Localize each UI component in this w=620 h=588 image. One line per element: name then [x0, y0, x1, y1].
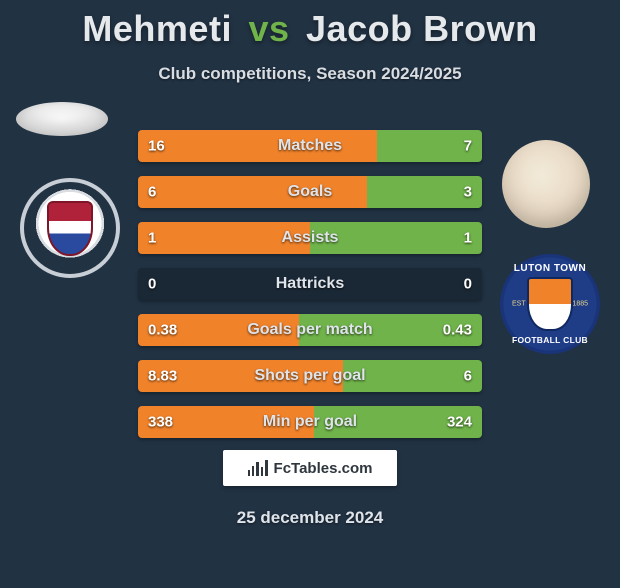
- metric-label: Goals: [138, 183, 482, 201]
- title-vs: vs: [248, 8, 289, 49]
- player2-name: Jacob Brown: [306, 8, 538, 49]
- player1-avatar: [16, 102, 108, 136]
- stat-row: 0.38Goals per match0.43: [138, 314, 482, 346]
- metric-label: Shots per goal: [138, 367, 482, 385]
- shield-icon: [47, 201, 93, 256]
- crest-year-text: 1885: [572, 301, 588, 308]
- right-value: 1: [464, 230, 472, 247]
- player1-club-crest: [20, 178, 120, 278]
- stat-row: 338Min per goal324: [138, 406, 482, 438]
- right-value: 0: [464, 276, 472, 293]
- metric-label: Goals per match: [138, 321, 482, 339]
- metric-label: Hattricks: [138, 275, 482, 293]
- player2-club-crest: LUTON TOWN EST 1885 FOOTBALL CLUB: [500, 254, 600, 354]
- stat-row: 8.83Shots per goal6: [138, 360, 482, 392]
- right-value: 324: [447, 414, 472, 431]
- page-title: Mehmeti vs Jacob Brown: [0, 8, 620, 50]
- source-logo: FcTables.com: [223, 450, 397, 486]
- metric-label: Min per goal: [138, 413, 482, 431]
- source-brand-text: FcTables.com: [274, 460, 373, 477]
- metric-label: Matches: [138, 137, 482, 155]
- right-value: 7: [464, 138, 472, 155]
- crest-top-text: LUTON TOWN: [503, 263, 597, 274]
- shield-icon: [527, 277, 573, 331]
- crest-bottom-text: FOOTBALL CLUB: [503, 335, 597, 345]
- stat-row: 6Goals3: [138, 176, 482, 208]
- stat-row: 0Hattricks0: [138, 268, 482, 300]
- right-value: 0.43: [443, 322, 472, 339]
- subtitle: Club competitions, Season 2024/2025: [0, 64, 620, 84]
- stat-row: 1Assists1: [138, 222, 482, 254]
- player1-name: Mehmeti: [82, 8, 232, 49]
- right-value: 3: [464, 184, 472, 201]
- stat-row: 16Matches7: [138, 130, 482, 162]
- date-text: 25 december 2024: [0, 508, 620, 528]
- bars-icon: [248, 460, 268, 476]
- comparison-bars: 16Matches76Goals31Assists10Hattricks00.3…: [138, 130, 482, 452]
- right-value: 6: [464, 368, 472, 385]
- metric-label: Assists: [138, 229, 482, 247]
- crest-est-text: EST: [512, 301, 526, 308]
- player2-avatar: [502, 140, 590, 228]
